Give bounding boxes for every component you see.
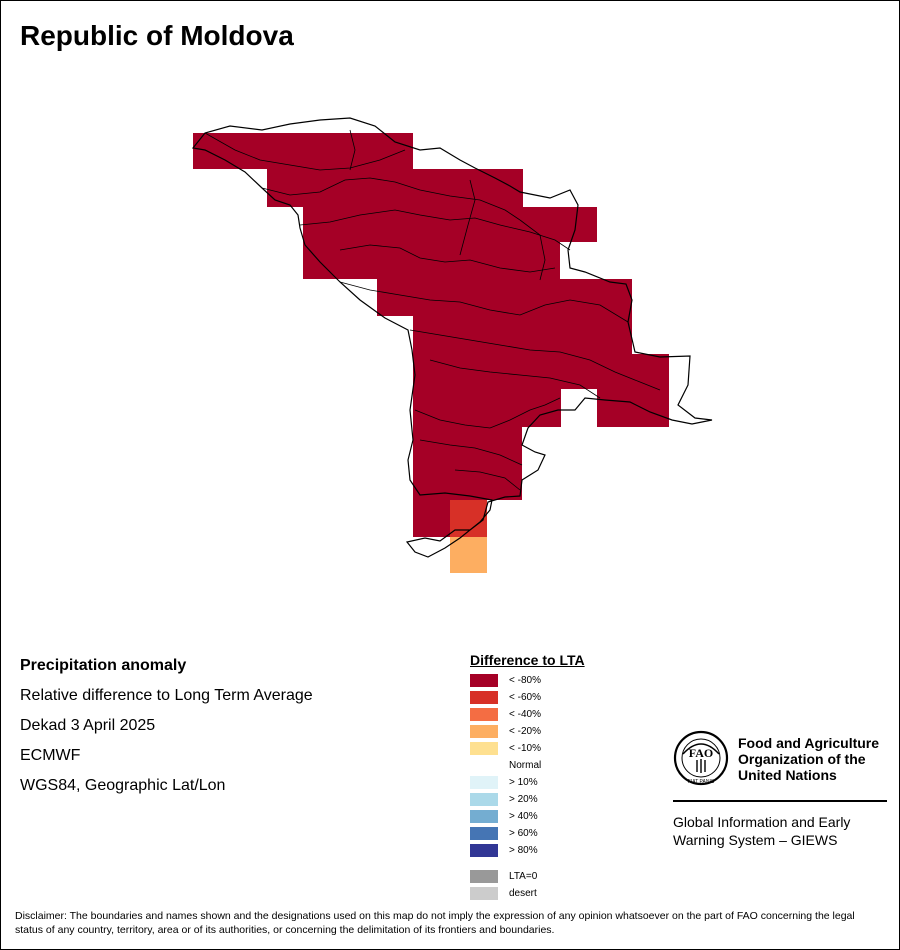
legend-item: > 20%: [470, 791, 585, 808]
legend-swatch: [470, 776, 498, 789]
grid-cell: [303, 242, 560, 279]
legend-swatch: [470, 708, 498, 721]
divider: [673, 800, 887, 802]
legend-item: > 10%: [470, 774, 585, 791]
giews-name: Global Information and Early Warning Sys…: [673, 814, 851, 848]
legend-swatch: [470, 725, 498, 738]
info-line: Relative difference to Long Term Average: [20, 687, 313, 704]
legend-label: < -40%: [509, 709, 541, 720]
legend-normal-label: Normal: [509, 760, 542, 771]
info-heading: Precipitation anomaly: [20, 657, 187, 674]
legend-label: desert: [509, 888, 537, 899]
district-boundaries: [204, 129, 661, 491]
legend-item: < -40%: [470, 706, 585, 723]
legend-label: > 80%: [509, 845, 538, 856]
legend-swatch: [470, 793, 498, 806]
legend-swatch: [470, 827, 498, 840]
legend-title: Difference to LTA: [470, 652, 585, 668]
legend-label: < -80%: [509, 675, 541, 686]
legend-swatch: [470, 844, 498, 857]
legend-label: < -20%: [509, 726, 541, 737]
legend-swatch: [470, 870, 498, 883]
legend-item: > 40%: [470, 808, 585, 825]
legend-item: < -80%: [470, 672, 585, 689]
grid-cell: [377, 279, 632, 316]
legend-item: > 80%: [470, 842, 585, 859]
grid-cell: [413, 500, 450, 537]
legend-label: > 40%: [509, 811, 538, 822]
legend-label: > 60%: [509, 828, 538, 839]
legend-label: > 10%: [509, 777, 538, 788]
grid-cell: [413, 316, 632, 354]
anomaly-grid-dry-80: [193, 133, 669, 537]
legend-item: desert: [470, 885, 585, 902]
legend-normal: Normal: [470, 757, 585, 774]
legend-swatch: [470, 810, 498, 823]
legend-swatch: [470, 691, 498, 704]
fao-name: Food and Agriculture Organization of the…: [738, 735, 880, 783]
legend-label: < -10%: [509, 743, 541, 754]
grid-cell: [303, 207, 597, 242]
legend-label: LTA=0: [509, 871, 538, 882]
legend-swatch: [470, 887, 498, 900]
grid-cell: [597, 389, 669, 427]
grid-cell: [413, 427, 522, 464]
legend-item: < -10%: [470, 740, 585, 757]
page-title: Republic of Moldova: [20, 20, 294, 51]
legend-item: > 60%: [470, 825, 585, 842]
map-info: Precipitation anomaly Relative differenc…: [20, 656, 313, 806]
grid-cell: [193, 133, 413, 169]
grid-cell: [413, 389, 561, 427]
anomaly-map: [191, 117, 713, 573]
legend-item: < -20%: [470, 723, 585, 740]
grid-cell: [267, 169, 523, 207]
legend-label: > 20%: [509, 794, 538, 805]
fao-logo-letters: FAO: [689, 746, 713, 760]
legend: Difference to LTA < -80% < -60% < -40% <…: [470, 652, 585, 902]
legend-item: LTA=0: [470, 868, 585, 885]
fao-logo-icon: FAO FIAT PANIS: [673, 730, 729, 786]
info-line: Dekad 3 April 2025: [20, 717, 156, 734]
country-border: [191, 117, 713, 558]
legend-label: < -60%: [509, 692, 541, 703]
legend-item: < -60%: [470, 689, 585, 706]
legend-swatch: [470, 742, 498, 755]
grid-cell-dry-20: [450, 537, 487, 573]
legend-swatch: [470, 674, 498, 687]
info-line: ECMWF: [20, 747, 81, 764]
disclaimer: Disclaimer: The boundaries and names sho…: [15, 910, 855, 936]
info-line: WGS84, Geographic Lat/Lon: [20, 777, 226, 794]
fao-logo-motto: FIAT PANIS: [688, 779, 715, 785]
grid-cell: [413, 354, 669, 389]
